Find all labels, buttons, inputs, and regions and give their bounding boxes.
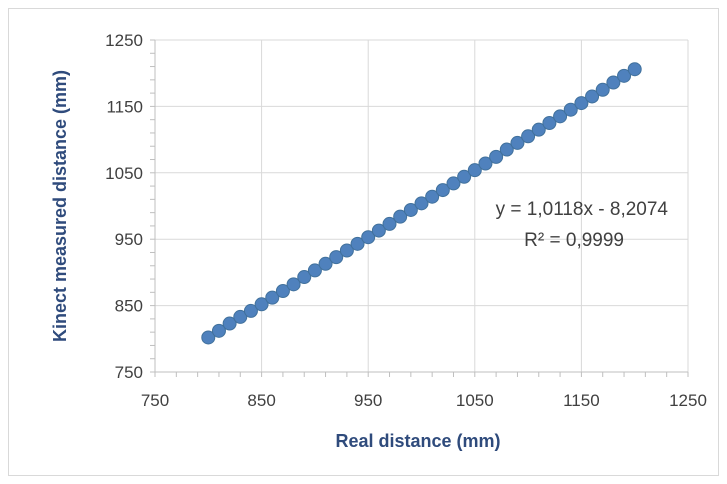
y-tick-label: 950 — [115, 230, 143, 249]
data-point — [553, 109, 568, 124]
data-point — [201, 330, 216, 345]
data-point — [361, 230, 376, 245]
data-point — [457, 169, 472, 184]
data-point — [307, 263, 322, 278]
data-point — [371, 223, 386, 238]
r-squared-label: R² = 0,9999 — [524, 230, 624, 251]
data-point — [393, 209, 408, 224]
data-point — [446, 176, 461, 191]
data-point — [382, 216, 397, 231]
data-point — [531, 122, 546, 137]
data-points — [201, 62, 642, 345]
trendline-equation: y = 1,0118x - 8,2074 — [496, 199, 669, 220]
x-tick-label: 750 — [141, 391, 169, 410]
data-point — [329, 250, 344, 265]
data-point — [425, 189, 440, 204]
data-point — [286, 277, 301, 292]
data-point — [339, 243, 354, 258]
y-tick-label: 1050 — [105, 164, 143, 183]
data-point — [211, 323, 226, 338]
y-tick-label: 750 — [115, 363, 143, 382]
data-point — [499, 142, 514, 157]
data-point — [254, 297, 269, 312]
data-point — [510, 135, 525, 150]
data-point — [478, 156, 493, 171]
data-point — [265, 290, 280, 305]
data-point — [318, 256, 333, 271]
x-tick-label: 950 — [354, 391, 382, 410]
data-point — [275, 283, 290, 298]
data-point — [489, 149, 504, 164]
data-point — [521, 129, 536, 144]
x-tick-label: 1250 — [669, 391, 707, 410]
data-point — [585, 89, 600, 104]
y-tick-label: 850 — [115, 297, 143, 316]
y-tick-label: 1150 — [106, 97, 143, 116]
x-axis-title: Real distance (mm) — [335, 431, 500, 451]
y-axis-title: Kinect measured distance (mm) — [50, 70, 70, 342]
x-tick-label: 850 — [247, 391, 275, 410]
y-tick-labels: 750 850 950 1050 1150 1250 — [105, 31, 143, 382]
data-point — [233, 309, 248, 324]
data-point — [403, 202, 418, 217]
x-tick-label: 1050 — [456, 391, 494, 410]
data-point — [467, 163, 482, 178]
axes — [150, 39, 689, 377]
data-point — [563, 102, 578, 117]
data-point — [297, 270, 312, 285]
data-point — [243, 303, 258, 318]
grid — [155, 39, 689, 372]
x-tick-label: 1150 — [563, 391, 600, 410]
data-point — [414, 196, 429, 211]
data-point — [617, 68, 632, 83]
data-point — [627, 62, 642, 77]
data-point — [222, 316, 237, 331]
data-point — [542, 116, 557, 130]
data-point — [606, 75, 621, 90]
x-tick-labels: 750 850 950 1050 1150 1250 — [141, 391, 707, 410]
data-point — [435, 183, 450, 198]
data-point — [595, 82, 610, 97]
data-point — [350, 236, 365, 251]
data-point — [574, 96, 589, 111]
y-tick-label: 1250 — [105, 31, 143, 50]
